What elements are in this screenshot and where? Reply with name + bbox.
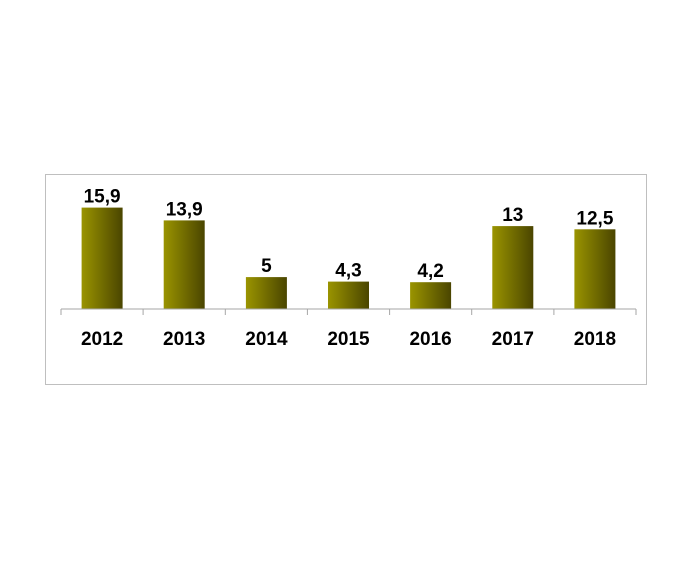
chart-frame: 15,9 2012 13,9 2013 5 2014 4,3 2015 4,2 2016 13 201… (45, 174, 647, 385)
bar-2013 (163, 220, 205, 309)
data-label-2012: 15,9 (84, 187, 121, 208)
data-label-2015: 4,3 (335, 261, 361, 282)
data-label-2016: 4,2 (417, 261, 443, 282)
bar-2012 (81, 207, 123, 309)
x-tick-label-2017: 2017 (492, 329, 534, 350)
bar-2018 (574, 229, 616, 309)
bar-2016 (410, 282, 452, 309)
bar-chart: 15,9 2012 13,9 2013 5 2014 4,3 2015 4,2 2016 13 201… (60, 187, 637, 350)
data-label-2018: 12,5 (576, 208, 613, 229)
data-label-2013: 13,9 (166, 199, 203, 220)
bar-2014 (245, 277, 287, 309)
bar-2015 (328, 281, 369, 309)
x-tick-label-2015: 2015 (327, 329, 370, 350)
x-tick-label-2016: 2016 (409, 329, 451, 350)
x-tick-label-2013: 2013 (163, 329, 205, 350)
x-tick-label-2018: 2018 (574, 329, 616, 350)
data-label-2014: 5 (261, 256, 272, 277)
x-tick-label-2012: 2012 (81, 329, 123, 350)
x-tick-label-2014: 2014 (245, 329, 288, 350)
bar-2017 (492, 226, 534, 309)
data-label-2017: 13 (502, 205, 523, 226)
